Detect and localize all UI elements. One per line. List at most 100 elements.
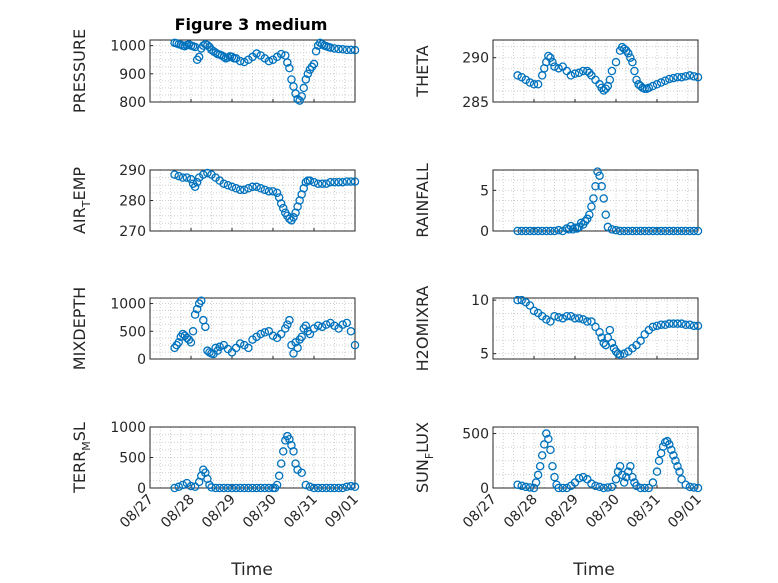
data-point [607, 338, 617, 348]
data-point [652, 321, 662, 331]
data-point [595, 171, 604, 180]
data-point [669, 226, 678, 236]
axes-box [149, 297, 356, 360]
y-axis-label: MIXDEPTH [70, 287, 89, 370]
data-point [178, 173, 188, 182]
data-point [513, 480, 522, 489]
data-point [240, 483, 249, 493]
data-point [597, 182, 606, 191]
data-point [673, 461, 682, 471]
x-tick-label: 08/27 [117, 492, 157, 532]
data-point [615, 461, 625, 471]
data-point [196, 296, 206, 306]
data-point [593, 167, 602, 176]
subplot-rainfall: 0 5 RAINFALL [413, 163, 703, 240]
x-tick-label: 08/31 [624, 492, 664, 532]
data-point [305, 329, 315, 339]
data-point [605, 325, 615, 335]
data-point [283, 58, 292, 67]
data-point [517, 295, 526, 305]
data-point [350, 340, 360, 350]
data-point [665, 74, 674, 84]
data-point [188, 327, 198, 336]
data-point [244, 184, 253, 193]
data-point [648, 81, 658, 91]
data-point [190, 42, 200, 52]
y-tick-label: 290 [119, 163, 146, 179]
data-point [693, 321, 703, 331]
data-point [330, 483, 339, 493]
data-point [636, 336, 645, 346]
data-point [289, 82, 298, 91]
data-point [219, 52, 229, 62]
data-point [231, 343, 241, 353]
data-point [660, 226, 670, 236]
data-point [264, 483, 274, 493]
data-point [619, 478, 629, 487]
data-point [535, 461, 545, 471]
data-point [558, 226, 567, 236]
data-point [322, 483, 331, 493]
data-point [326, 43, 335, 52]
data-point [326, 177, 335, 187]
data-point [313, 179, 323, 188]
data-point [252, 483, 261, 493]
y-tick-label: 0 [480, 481, 489, 497]
data-point [248, 182, 257, 192]
data-point [689, 483, 699, 492]
subplot-terr_msl: 0 500 1000 08/27 08/28 08/29 08/30 08/31 09/01 TE… [70, 420, 362, 531]
data-point [244, 343, 253, 353]
data-point [574, 314, 584, 323]
data-point [260, 185, 270, 195]
data-point [178, 480, 188, 490]
data-point [346, 327, 356, 336]
data-point [190, 182, 200, 192]
data-point [346, 45, 356, 55]
y-axis-label: H2OMIXRA [413, 286, 432, 372]
data-point [521, 226, 531, 236]
data-point [685, 226, 695, 236]
data-point [289, 349, 298, 358]
data-point [669, 73, 678, 83]
data-point [583, 317, 592, 326]
data-point [585, 68, 594, 78]
y-tick-label: 290 [462, 51, 489, 67]
x-tick-label: 09/01 [322, 492, 362, 532]
data-point [607, 482, 617, 492]
data-point [597, 333, 606, 342]
subplot-mixdepth: 0 500 1000 MIXDEPTH [70, 287, 360, 370]
data-point [583, 214, 592, 224]
data-point [272, 188, 282, 198]
data-point [681, 72, 690, 81]
data-point [322, 179, 331, 188]
data-point [546, 53, 555, 62]
data-point [174, 482, 183, 492]
x-tick-label: 08/28 [501, 492, 541, 532]
data-point [215, 483, 224, 493]
data-point [260, 328, 270, 337]
data-point [283, 320, 292, 329]
data-point [525, 483, 535, 492]
data-point [256, 329, 265, 339]
data-point [572, 224, 582, 233]
data-point [517, 481, 526, 491]
y-axis-label: THETA [413, 45, 432, 97]
data-point [338, 177, 347, 187]
data-point [330, 44, 339, 53]
data-point [199, 41, 208, 50]
data-point [562, 311, 572, 321]
data-point [548, 461, 557, 471]
data-point [268, 187, 278, 196]
data-point [311, 47, 321, 56]
subplot-theta: 285 290 THETA [413, 39, 703, 111]
data-point [622, 46, 631, 55]
x-tick-label: 08/29 [542, 492, 582, 532]
data-point [223, 483, 233, 493]
data-point [669, 451, 678, 460]
data-point [192, 304, 202, 314]
data-point [636, 226, 645, 236]
data-point [677, 72, 686, 82]
data-point [644, 83, 654, 93]
data-point [652, 226, 662, 236]
data-point [611, 225, 621, 235]
